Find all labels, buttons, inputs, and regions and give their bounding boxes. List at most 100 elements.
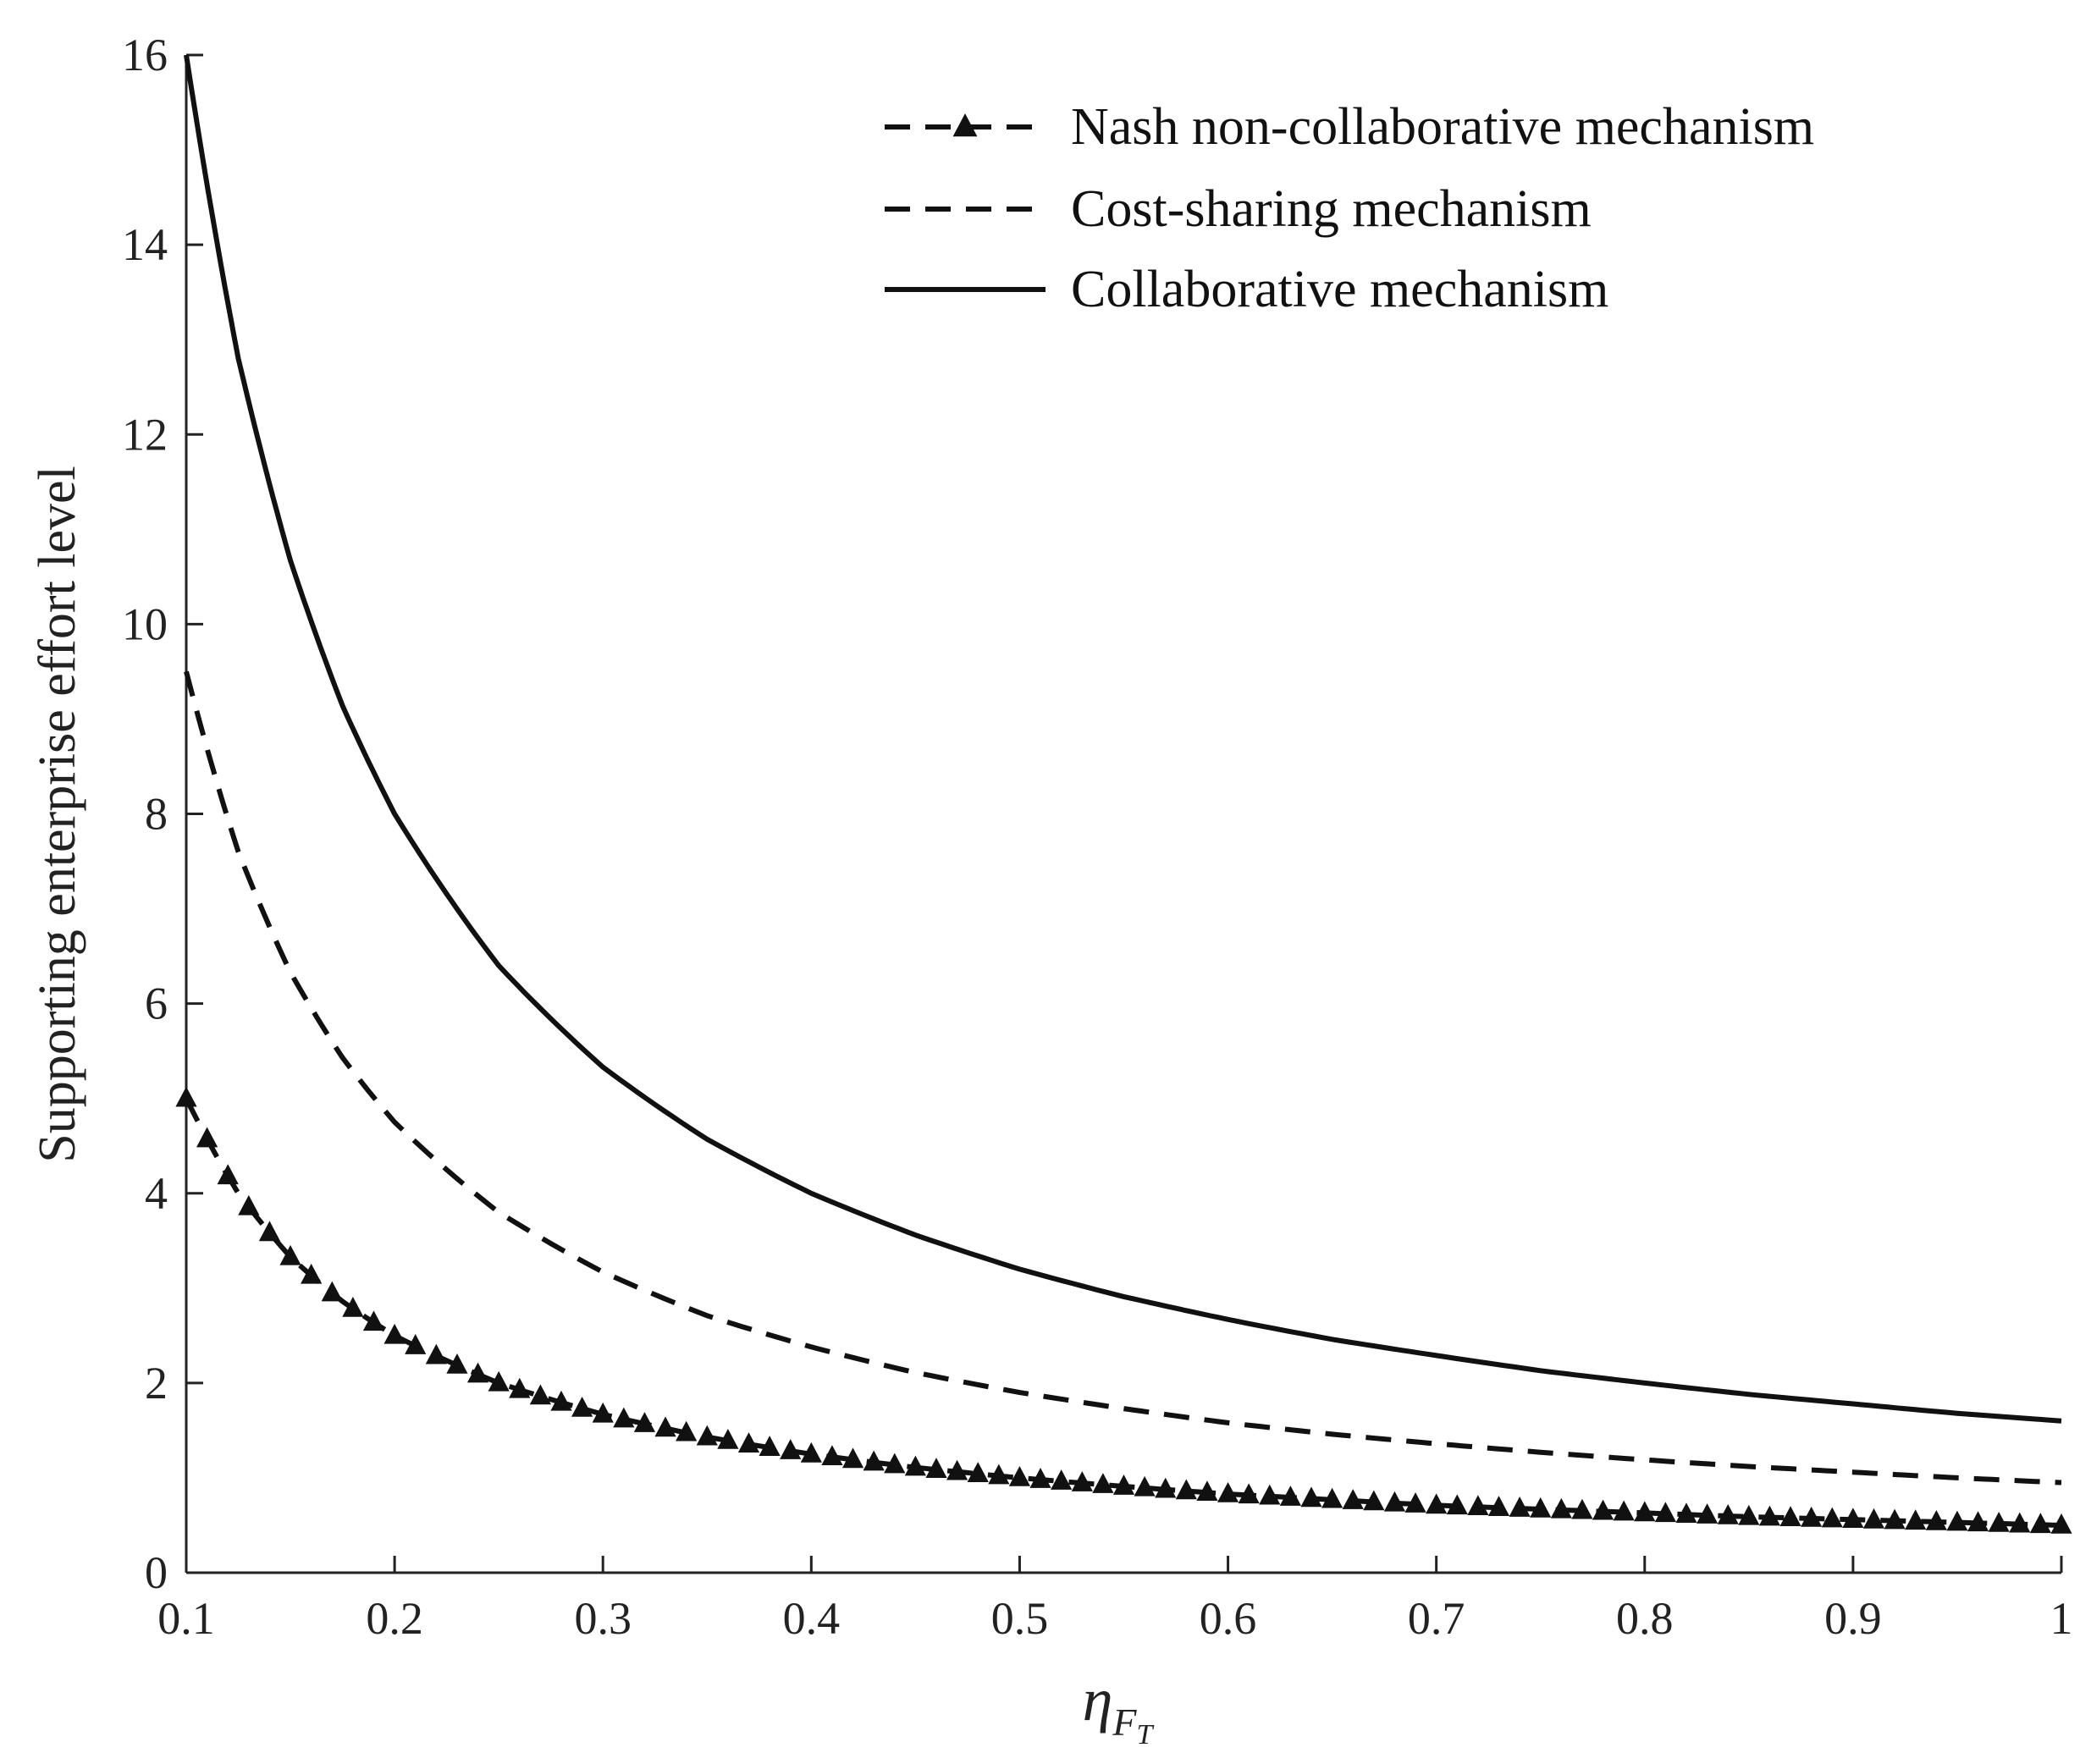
triangle-marker (946, 1459, 968, 1480)
triangle-marker (301, 1263, 323, 1284)
x-tick-label: 0.3 (574, 1593, 632, 1644)
triangle-marker (1175, 1479, 1197, 1500)
triangle-marker (405, 1334, 427, 1354)
triangle-marker (1092, 1473, 1114, 1493)
triangle-marker (1550, 1497, 1572, 1519)
triangle-marker (383, 1323, 406, 1344)
triangle-marker (1697, 1503, 1719, 1524)
triangle-marker (1530, 1497, 1552, 1518)
legend-label-0: Nash non-collaborative mechanism (1071, 98, 1814, 156)
y-tick-label: 14 (122, 219, 168, 270)
triangle-marker (1842, 1508, 1864, 1529)
series-line-2 (184, 54, 2062, 1424)
triangle-marker (1801, 1506, 1823, 1527)
triangle-marker (1884, 1508, 1906, 1530)
triangle-marker (279, 1244, 301, 1265)
triangle-marker (1217, 1481, 1239, 1502)
triangle-marker (1862, 1508, 1885, 1529)
triangle-marker (2009, 1512, 2031, 1533)
triangle-marker (1321, 1487, 1343, 1508)
legend-label-2: Collaborative mechanism (1071, 261, 1608, 318)
legend-label-1: Cost-sharing mechanism (1071, 180, 1592, 238)
triangle-marker (988, 1464, 1010, 1485)
triangle-marker (238, 1194, 260, 1216)
triangle-marker (1134, 1475, 1156, 1497)
x-tick-label: 0.5 (991, 1593, 1049, 1644)
triangle-marker (2029, 1513, 2051, 1534)
triangle-marker (654, 1416, 676, 1437)
series-line-1 (184, 670, 2062, 1486)
y-ticks: 0 2 4 6 8 10 12 14 16 (122, 30, 203, 1598)
x-axis-title-subsub: T (1136, 1719, 1154, 1750)
triangle-marker (1155, 1477, 1177, 1498)
triangle-marker (1509, 1497, 1531, 1517)
x-tick-label: 0.7 (1408, 1593, 1465, 1644)
triangle-marker (696, 1425, 718, 1446)
triangle-marker (1717, 1504, 1739, 1524)
triangle-marker (717, 1429, 739, 1449)
y-tick-label: 10 (122, 598, 168, 649)
legend-triangle-marker (952, 113, 978, 137)
x-ticks: 0.1 0.2 0.3 0.4 0.5 0.6 0.7 0.8 0.9 1 (157, 1556, 2073, 1644)
triangle-marker (1779, 1506, 1801, 1527)
triangle-marker (1634, 1501, 1656, 1522)
x-axis-title-sub: F (1112, 1701, 1137, 1744)
triangle-marker (841, 1447, 864, 1469)
triangle-marker (1821, 1507, 1843, 1528)
triangle-marker (258, 1221, 281, 1242)
legend: Nash non-collaborative mechanism Cost-sha… (885, 98, 1814, 318)
triangle-marker (509, 1377, 531, 1398)
triangle-marker (1905, 1509, 1927, 1530)
triangle-marker (529, 1384, 551, 1405)
triangle-marker (1654, 1502, 1676, 1523)
triangle-marker (1613, 1500, 1635, 1521)
triangle-marker (466, 1362, 489, 1383)
triangle-marker (1426, 1493, 1448, 1514)
triangle-marker (1300, 1486, 1322, 1508)
triangle-marker (967, 1462, 989, 1482)
triangle-marker (633, 1412, 656, 1432)
triangle-marker (1988, 1511, 2010, 1532)
triangle-marker (1238, 1483, 1260, 1504)
triangle-marker (425, 1343, 447, 1364)
y-tick-label: 0 (145, 1547, 168, 1598)
triangle-marker (1592, 1499, 1614, 1520)
triangle-marker (1675, 1502, 1697, 1524)
x-tick-label: 0.2 (366, 1593, 423, 1644)
y-tick-label: 16 (122, 30, 168, 80)
x-tick-label: 1 (2050, 1593, 2073, 1644)
triangle-marker (1196, 1480, 1218, 1502)
triangle-marker (1758, 1505, 1781, 1526)
triangle-marker (1051, 1469, 1073, 1490)
triangle-marker (1259, 1484, 1281, 1505)
triangle-marker (446, 1353, 468, 1374)
x-tick-label: 0.4 (783, 1593, 841, 1644)
triangle-marker (321, 1281, 343, 1302)
triangle-marker (1738, 1504, 1760, 1525)
series-line-0 (184, 1097, 2062, 1528)
triangle-marker (1112, 1475, 1135, 1495)
triangle-marker (571, 1396, 593, 1417)
triangle-marker (1487, 1496, 1510, 1516)
triangle-marker (613, 1407, 635, 1428)
series-layer (175, 54, 2072, 1534)
triangle-marker (1279, 1486, 1301, 1506)
x-axis-title: ηFT (1083, 1666, 1155, 1750)
x-tick-label: 0.9 (1824, 1593, 1882, 1644)
triangle-marker (863, 1450, 885, 1471)
triangle-marker (821, 1445, 843, 1466)
triangle-marker (1446, 1494, 1468, 1515)
triangle-marker (1946, 1510, 1968, 1531)
triangle-marker (676, 1420, 698, 1442)
triangle-marker (1071, 1471, 1093, 1491)
x-tick-label: 0.8 (1616, 1593, 1674, 1644)
triangle-marker (196, 1127, 218, 1148)
x-tick-label: 0.1 (157, 1593, 215, 1644)
x-axis-title-main: η (1083, 1666, 1113, 1734)
y-axis-title: Supporting enterprise effort level (29, 466, 86, 1163)
triangle-marker (1342, 1489, 1364, 1509)
triangle-marker (737, 1432, 760, 1453)
triangle-marker (1404, 1492, 1426, 1513)
y-tick-label: 12 (122, 409, 168, 460)
